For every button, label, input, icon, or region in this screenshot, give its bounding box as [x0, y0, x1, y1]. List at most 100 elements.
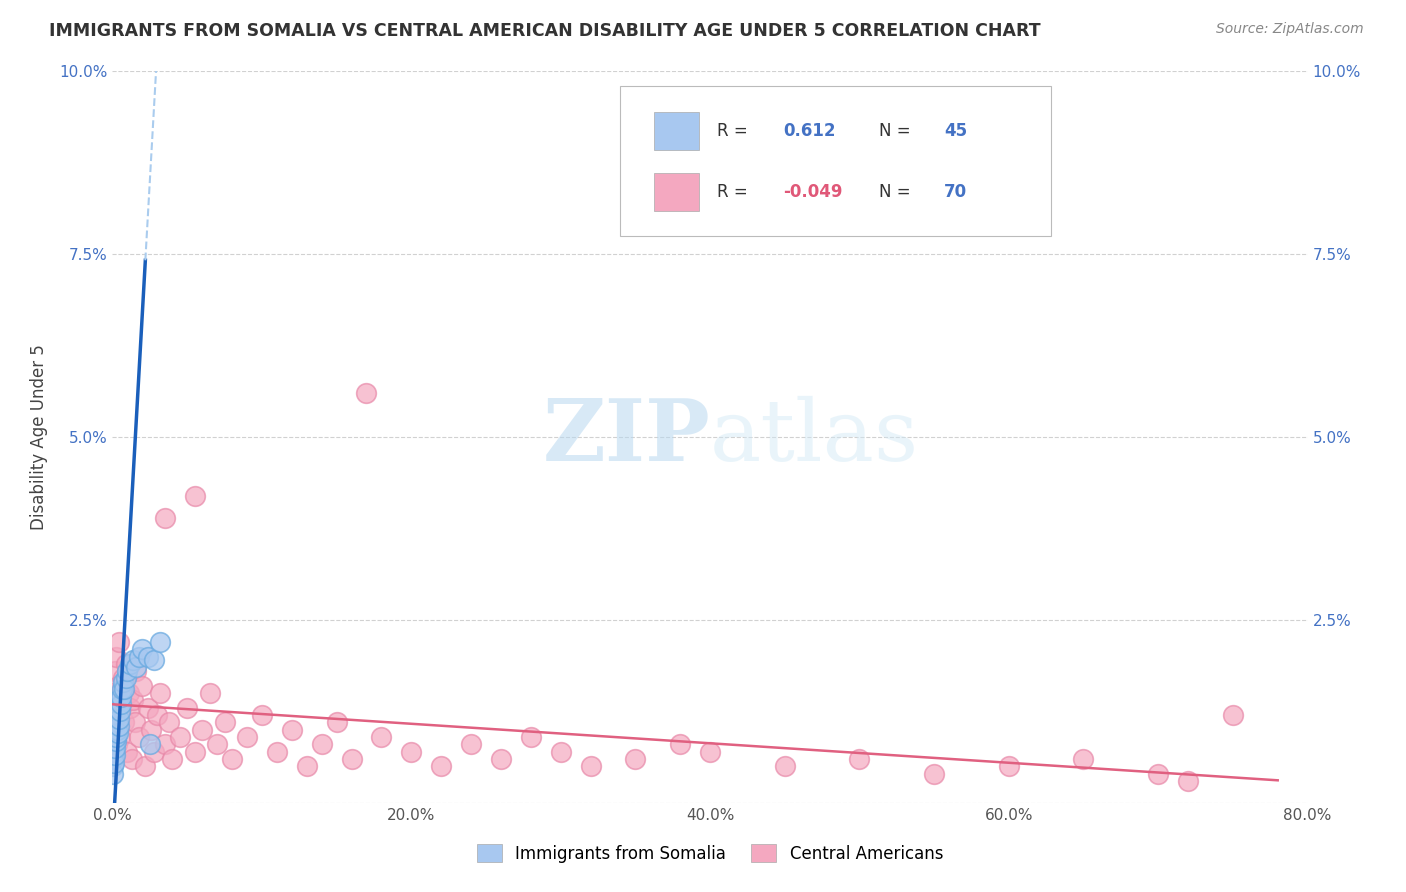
Point — [120, 700, 142, 714]
Point — [340, 752, 363, 766]
Point — [103, 700, 125, 714]
Point — [128, 730, 150, 744]
Text: 45: 45 — [945, 122, 967, 140]
Point — [143, 745, 166, 759]
Point — [115, 657, 138, 671]
Point — [105, 723, 128, 737]
Point — [143, 653, 166, 667]
Point — [157, 715, 180, 730]
Text: 70: 70 — [945, 183, 967, 201]
Text: atlas: atlas — [710, 395, 920, 479]
Point — [134, 759, 156, 773]
Point — [149, 635, 172, 649]
Point — [699, 745, 721, 759]
Point — [122, 693, 145, 707]
Point — [550, 745, 572, 759]
Point — [401, 745, 423, 759]
Point — [266, 745, 288, 759]
Point — [105, 715, 128, 730]
Point — [295, 759, 318, 773]
Point — [281, 723, 304, 737]
Point — [325, 715, 347, 730]
Point — [121, 752, 143, 766]
Point — [101, 752, 124, 766]
Text: 0.612: 0.612 — [783, 122, 835, 140]
Point — [153, 510, 176, 524]
Point — [489, 752, 512, 766]
Point — [103, 730, 125, 744]
FancyBboxPatch shape — [654, 173, 699, 211]
Text: R =: R = — [717, 183, 754, 201]
Point — [460, 737, 482, 751]
Point — [118, 686, 141, 700]
Point — [105, 649, 128, 664]
Point — [214, 715, 236, 730]
Point — [117, 745, 139, 759]
Point — [191, 723, 214, 737]
Point — [110, 697, 132, 711]
Point — [139, 737, 162, 751]
Point — [120, 657, 142, 671]
Point — [103, 756, 125, 770]
Point — [162, 752, 183, 766]
Point — [104, 723, 127, 737]
Point — [108, 705, 131, 719]
Point — [104, 664, 127, 678]
Point — [104, 712, 127, 726]
Point — [103, 723, 125, 737]
FancyBboxPatch shape — [654, 112, 699, 151]
Point — [125, 660, 148, 674]
Point — [131, 642, 153, 657]
Point — [205, 737, 228, 751]
Point — [236, 730, 259, 744]
Point — [146, 708, 169, 723]
Point — [125, 664, 148, 678]
Point — [105, 708, 128, 723]
Text: ZIP: ZIP — [543, 395, 710, 479]
Text: N =: N = — [879, 122, 915, 140]
Point — [108, 719, 131, 733]
Point — [107, 693, 129, 707]
Point — [103, 715, 125, 730]
Point — [1177, 773, 1199, 788]
Point — [103, 737, 125, 751]
Point — [111, 675, 134, 690]
Point — [103, 708, 125, 723]
Point — [128, 649, 150, 664]
Point — [108, 635, 131, 649]
Text: Source: ZipAtlas.com: Source: ZipAtlas.com — [1216, 22, 1364, 37]
Y-axis label: Disability Age Under 5: Disability Age Under 5 — [30, 344, 48, 530]
Text: IMMIGRANTS FROM SOMALIA VS CENTRAL AMERICAN DISABILITY AGE UNDER 5 CORRELATION C: IMMIGRANTS FROM SOMALIA VS CENTRAL AMERI… — [49, 22, 1040, 40]
Point — [149, 686, 172, 700]
Point — [101, 737, 124, 751]
Point — [669, 737, 692, 751]
Point — [221, 752, 243, 766]
Point — [138, 700, 160, 714]
Point — [183, 489, 205, 503]
Point — [370, 730, 392, 744]
Text: N =: N = — [879, 183, 915, 201]
Point — [107, 693, 129, 707]
Point — [198, 686, 221, 700]
Point — [107, 700, 129, 714]
Point — [103, 745, 125, 759]
Point — [138, 649, 160, 664]
Point — [103, 708, 125, 723]
Point — [108, 712, 131, 726]
Point — [114, 682, 135, 697]
Text: R =: R = — [717, 122, 754, 140]
Point — [520, 730, 543, 744]
Point — [124, 715, 146, 730]
Point — [131, 679, 153, 693]
Point — [1147, 766, 1170, 780]
Point — [141, 723, 163, 737]
Point — [311, 737, 333, 751]
Point — [103, 748, 125, 763]
Point — [998, 759, 1021, 773]
Point — [110, 700, 132, 714]
Point — [169, 730, 191, 744]
Point — [104, 719, 127, 733]
Point — [103, 766, 125, 780]
Point — [104, 726, 127, 740]
Point — [104, 740, 127, 755]
